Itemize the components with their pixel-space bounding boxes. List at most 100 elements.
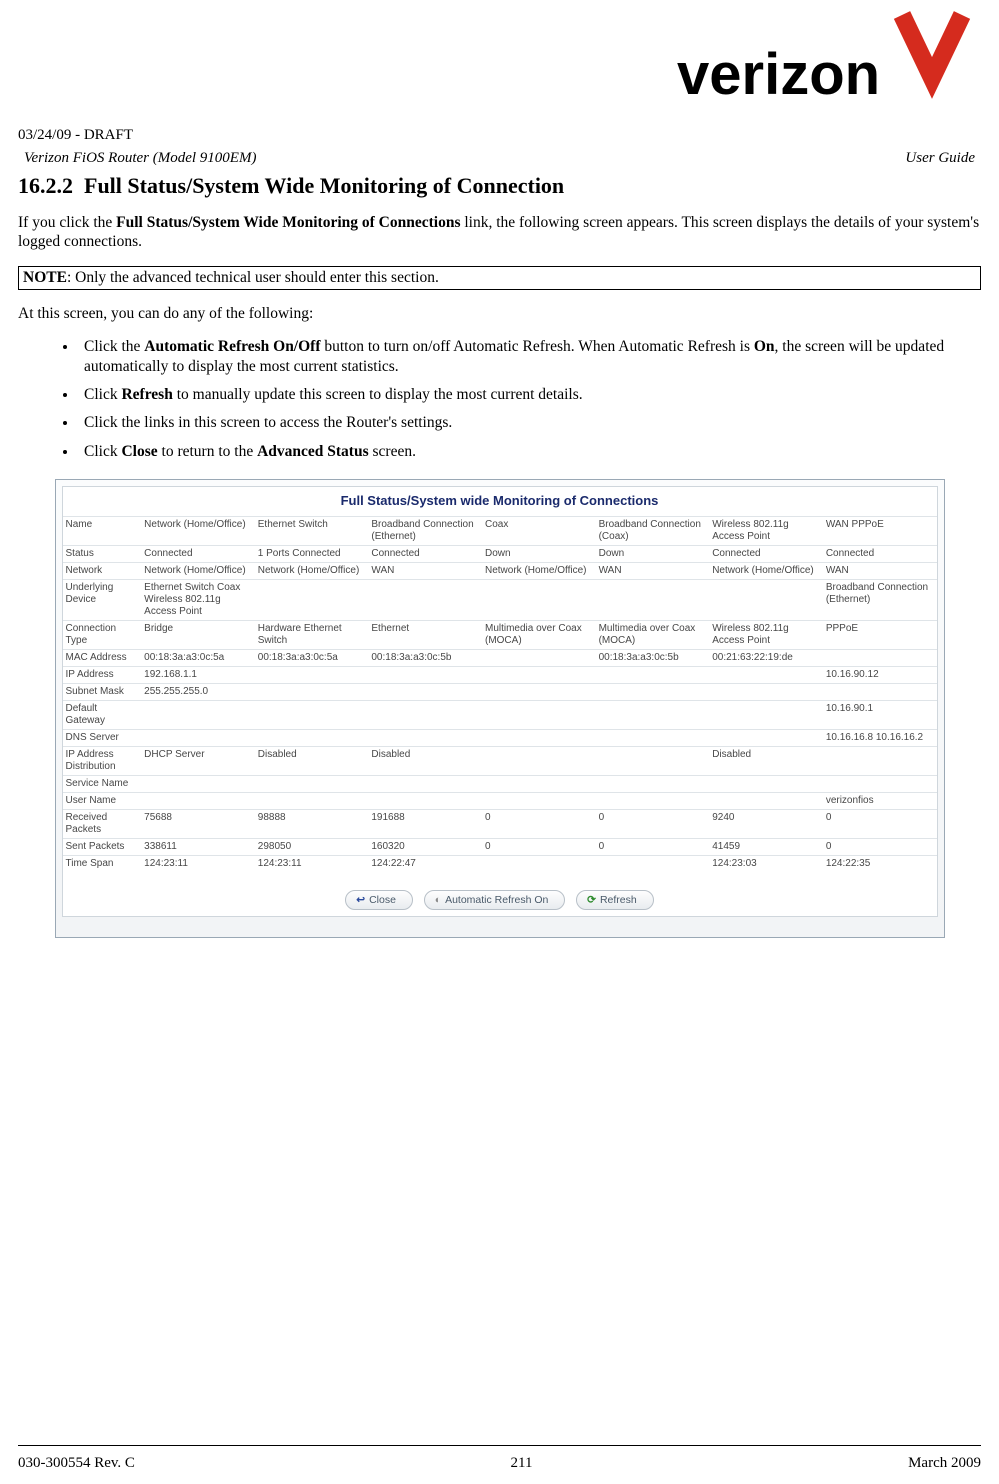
cell — [482, 580, 596, 621]
doc-subtitle-right: User Guide — [905, 150, 975, 167]
cell — [141, 776, 255, 793]
page-footer: 030-300554 Rev. C 211 March 2009 — [18, 1455, 981, 1472]
cell — [368, 684, 482, 701]
cell: Multimedia over Coax (MOCA) — [482, 621, 596, 650]
column-header[interactable]: Broadband Connection (Ethernet) — [368, 517, 482, 546]
row-label: DNS Server — [63, 730, 142, 747]
refresh-button[interactable]: ⟳Refresh — [576, 890, 654, 910]
row-label: Subnet Mask — [63, 684, 142, 701]
auto-refresh-button[interactable]: ◐Automatic Refresh On — [424, 890, 566, 910]
cell — [823, 747, 937, 776]
row-label: Default Gateway — [63, 701, 142, 730]
list-intro: At this screen, you can do any of the fo… — [18, 304, 981, 323]
bullet-list: Click the Automatic Refresh On/Off butto… — [18, 337, 981, 461]
footer-right: March 2009 — [908, 1455, 981, 1472]
cell — [255, 580, 369, 621]
cell — [709, 580, 823, 621]
cell — [482, 684, 596, 701]
screenshot-panel: Full Status/System wide Monitoring of Co… — [55, 479, 945, 938]
cell — [823, 684, 937, 701]
cell: Down — [482, 546, 596, 563]
cell — [255, 776, 369, 793]
cell: 0 — [596, 839, 710, 856]
cell — [709, 730, 823, 747]
brand-logo: verizon — [677, 10, 977, 105]
cell: WAN — [823, 563, 937, 580]
cell — [255, 684, 369, 701]
row-label: Received Packets — [63, 810, 142, 839]
cell: 191688 — [368, 810, 482, 839]
cell — [482, 667, 596, 684]
cell: 124:23:03 — [709, 856, 823, 873]
cell: Network (Home/Office) — [141, 563, 255, 580]
cell — [141, 730, 255, 747]
cell: 00:18:3a:a3:0c:5b — [596, 650, 710, 667]
intro-paragraph: If you click the Full Status/System Wide… — [18, 213, 981, 252]
cell — [596, 730, 710, 747]
cell: Disabled — [709, 747, 823, 776]
cell: 00:18:3a:a3:0c:5b — [368, 650, 482, 667]
cell[interactable]: Broadband Connection (Ethernet) — [823, 580, 937, 621]
cell: Connected — [141, 546, 255, 563]
cell: Wireless 802.11g Access Point — [709, 621, 823, 650]
column-header[interactable]: Ethernet Switch — [255, 517, 369, 546]
cell: 298050 — [255, 839, 369, 856]
return-icon: ↩ — [356, 894, 365, 906]
column-header[interactable]: WAN PPPoE — [823, 517, 937, 546]
footer-rule — [18, 1445, 981, 1446]
row-label: User Name — [63, 793, 142, 810]
status-table: NameNetwork (Home/Office)Ethernet Switch… — [63, 516, 937, 872]
list-item: Click Close to return to the Advanced St… — [78, 442, 981, 461]
cell — [255, 793, 369, 810]
button-bar: ↩Close ◐Automatic Refresh On ⟳Refresh — [63, 872, 937, 916]
brand-text: verizon — [677, 42, 880, 105]
cell: Disabled — [368, 747, 482, 776]
cell: 0 — [482, 810, 596, 839]
draft-stamp: 03/24/09 - DRAFT — [18, 127, 981, 144]
cell[interactable]: Ethernet Switch Coax Wireless 802.11g Ac… — [141, 580, 255, 621]
cell: 75688 — [141, 810, 255, 839]
doc-header: Verizon FiOS Router (Model 9100EM) User … — [18, 150, 981, 167]
cell — [482, 776, 596, 793]
column-header[interactable]: Broadband Connection (Coax) — [596, 517, 710, 546]
row-label: Status — [63, 546, 142, 563]
cell: 00:21:63:22:19:de — [709, 650, 823, 667]
note-box: NOTE: Only the advanced technical user s… — [18, 266, 981, 290]
cell: 124:22:47 — [368, 856, 482, 873]
cell — [823, 776, 937, 793]
cell — [596, 580, 710, 621]
cell — [368, 667, 482, 684]
row-label: Time Span — [63, 856, 142, 873]
cell: WAN — [596, 563, 710, 580]
cell — [255, 701, 369, 730]
cell — [368, 701, 482, 730]
row-label: MAC Address — [63, 650, 142, 667]
close-button[interactable]: ↩Close — [345, 890, 413, 910]
cell — [255, 730, 369, 747]
cell — [368, 793, 482, 810]
list-item: Click the Automatic Refresh On/Off butto… — [78, 337, 981, 376]
cell — [368, 730, 482, 747]
cell — [596, 701, 710, 730]
column-header[interactable]: Wireless 802.11g Access Point — [709, 517, 823, 546]
column-header[interactable]: Coax — [482, 517, 596, 546]
cell — [141, 701, 255, 730]
cell — [368, 580, 482, 621]
cell: 0 — [823, 839, 937, 856]
cell: 338611 — [141, 839, 255, 856]
cell: 0 — [596, 810, 710, 839]
cell: Connected — [709, 546, 823, 563]
cell: WAN — [368, 563, 482, 580]
column-header[interactable]: Network (Home/Office) — [141, 517, 255, 546]
cell — [255, 667, 369, 684]
row-label: IP Address Distribution — [63, 747, 142, 776]
cell: 9240 — [709, 810, 823, 839]
cell: 0 — [482, 839, 596, 856]
list-item: Click Refresh to manually update this sc… — [78, 385, 981, 404]
screenshot-title: Full Status/System wide Monitoring of Co… — [63, 487, 937, 516]
doc-subtitle-left: Verizon FiOS Router (Model 9100EM) — [24, 150, 256, 167]
cell — [596, 776, 710, 793]
cell: 00:18:3a:a3:0c:5a — [255, 650, 369, 667]
cell[interactable]: verizonfios — [823, 793, 937, 810]
cell: PPPoE — [823, 621, 937, 650]
